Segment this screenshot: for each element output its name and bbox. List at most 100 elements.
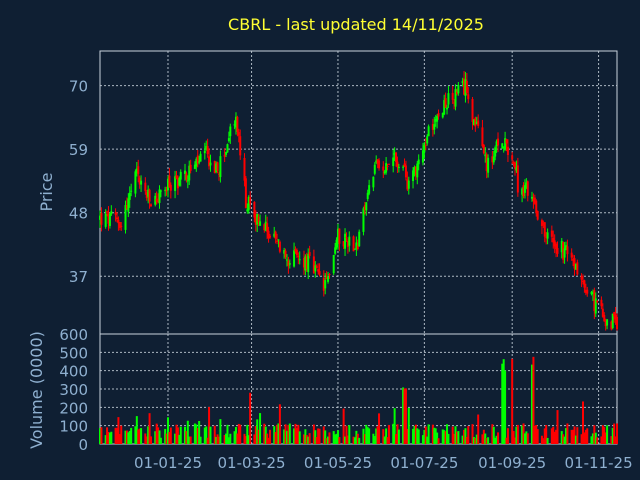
volume-bar [536,429,539,444]
volume-axis-label: Volume (0000) [27,331,46,449]
candle-body [302,258,305,268]
volume-bar [372,433,375,444]
volume-bar [118,434,121,444]
candle-body [276,240,279,242]
volume-bar [352,436,355,444]
volume-bar [247,435,250,444]
candle-body [375,160,378,163]
volume-bar [481,434,484,444]
candle-body [175,175,178,179]
volume-bar [304,429,307,444]
candle-body [147,189,150,197]
volume-bar [338,437,341,444]
chart-title: CBRL - last updated 14/11/2025 [228,15,484,34]
candle-body [563,248,566,258]
candle-body [457,84,460,94]
candle-body [606,319,609,326]
volume-bar [233,431,236,444]
volume-bar [130,427,133,444]
candle-body [227,138,230,142]
candle-body [209,162,212,166]
volume-bar [346,435,349,444]
candle-body [288,263,291,265]
volume-bar [328,432,331,444]
candle-body [481,127,484,147]
candle-body [145,192,148,199]
volume-bar [356,433,359,444]
candle-body [257,216,260,223]
candle-body [453,102,456,104]
volume-bar [174,433,177,444]
volume-bar [99,428,101,444]
volume-bar [444,431,447,444]
candle-body [515,167,518,171]
candle-body [484,154,487,157]
candle-body [285,259,288,261]
volume-bar [436,432,439,444]
volume-bar [249,392,252,444]
candle-body [521,188,524,195]
volume-bar [574,435,577,444]
candle-body [314,265,317,272]
volume-bar [188,436,191,444]
volume-bar [288,423,291,444]
candle-body [307,253,310,273]
volume-bar [159,437,162,444]
candle-body [234,116,237,128]
candle-body [523,185,526,193]
candle-body [543,222,546,237]
volume-bar [463,429,466,444]
candle-body [611,313,614,328]
volume-bar [421,435,424,444]
candle-body [206,146,209,155]
volume-bar [266,433,269,444]
candle-body [436,116,439,122]
volume-bar [446,424,449,444]
volume-bar [206,437,209,444]
volume-bar [461,435,464,444]
volume-bar [148,413,151,444]
volume-bar [166,417,169,444]
volume-bar [263,423,266,444]
candle-body [365,202,368,211]
volume-bar [505,437,508,444]
volume-bar [114,427,117,444]
candle-body [406,179,409,190]
volume-bar [591,433,594,444]
volume-bar [205,426,208,444]
x-ticks: 01-01-25 01-03-25 01-05-25 01-07-25 01-09-25… [134,454,633,472]
candle-body [522,185,525,197]
volume-bar [492,426,495,444]
candle-body [217,173,220,175]
volume-bar [268,429,271,444]
candle-body [273,233,276,237]
volume-bar [353,437,356,444]
candle-body [263,224,266,231]
candle-body [100,212,103,225]
candle-body [198,161,201,163]
candle-body [434,118,437,122]
volume-bar [565,428,568,444]
candle-body [183,170,186,175]
volume-bar [335,433,338,444]
candle-body [572,259,575,261]
volume-bar [110,431,113,444]
volume-bar [426,436,429,444]
volume-bar [108,432,111,444]
volume-bar [297,424,300,444]
candle-body [505,139,508,144]
candle-body [552,237,555,243]
candle-body [574,263,577,270]
candle-body [317,269,320,272]
candle-body [233,124,236,126]
candle-body [225,151,228,155]
volume-bar [512,431,515,444]
volume-bar [472,437,475,444]
candle-body [363,205,366,211]
volume-bar [556,410,559,444]
candle-body [137,166,140,175]
volume-bar [580,434,583,444]
volume-bar [345,425,348,444]
volume-bar [511,358,514,444]
candle-body [312,256,315,274]
